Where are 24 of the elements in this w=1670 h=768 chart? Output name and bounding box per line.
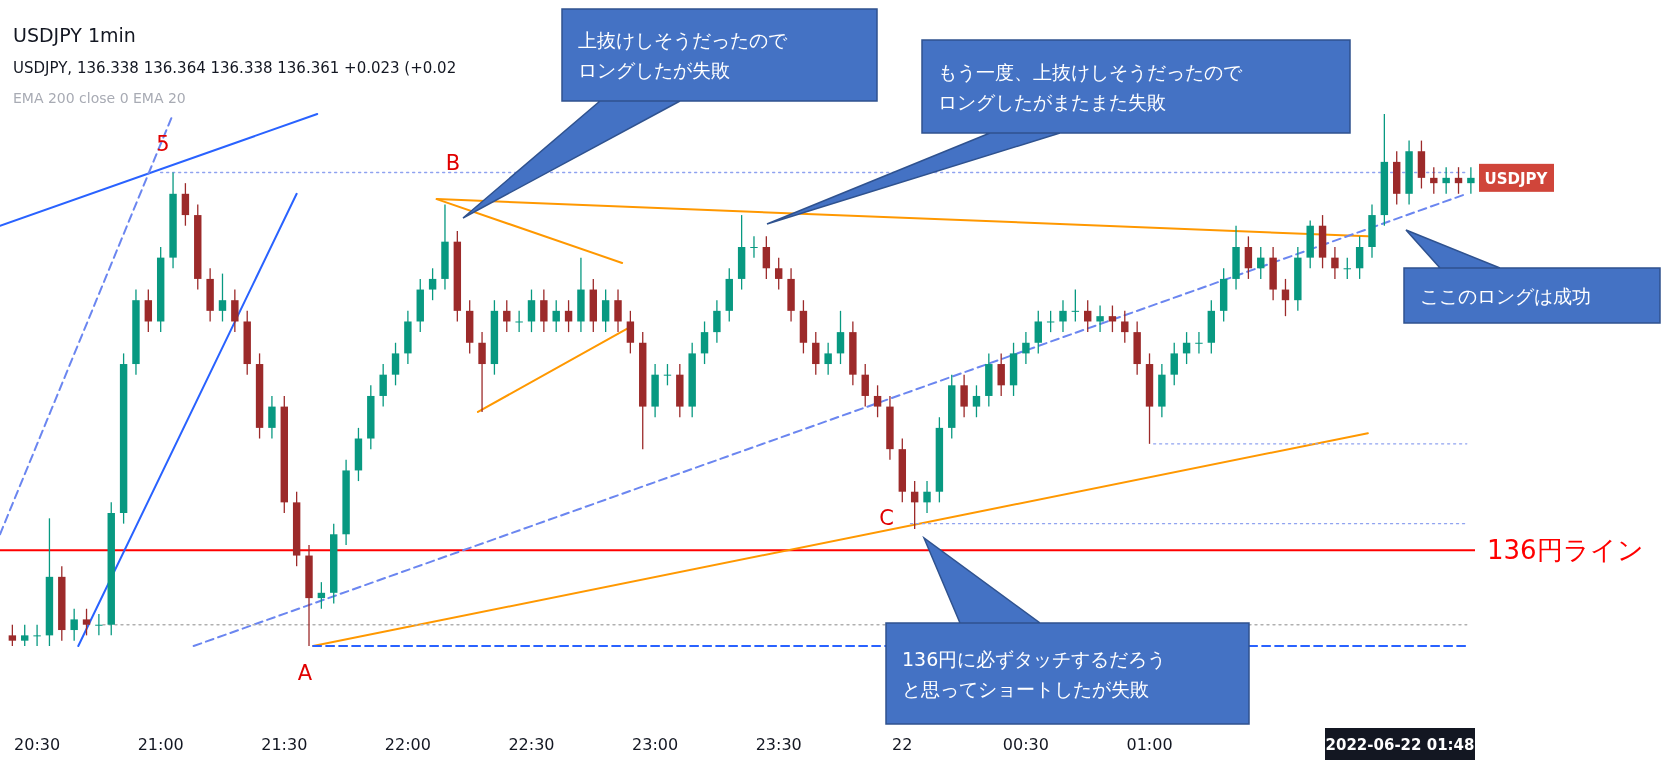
x-tick-label: 22:30 [508,735,555,754]
text: 上抜けしそうだったのでロングしたが失敗 [578,29,788,81]
x-tick-label: 22:00 [384,735,431,754]
annotation: A [297,661,313,685]
x-tick-label: 20:30 [14,735,61,754]
x-tick-label: 21:30 [261,735,308,754]
annotation: B [445,151,461,176]
x-tick-label: 23:30 [755,735,802,754]
text: もう一度、上抜けしそうだったのでロングしたがまたまた失敗 [938,60,1243,113]
x-tick-label: 21:00 [137,735,184,754]
text: USDJPY [1484,169,1549,188]
chart-title: USDJPY 1min [13,24,136,46]
annotation: ここのロングは成功 [1420,284,1591,307]
annotation: C [879,505,894,530]
x-tick-label: 00:30 [1002,735,1049,754]
text: 136円に必ずタッチするだろうと思ってショートしたが失敗 [902,647,1167,700]
ref-line-label: 136円ライン [1487,535,1644,566]
x-tick-label: 01:00 [1126,735,1173,754]
text: EMA 200 close 0 EMA 20 [13,90,186,106]
annotation: 5 [156,131,170,156]
x-tick-label: 22 [892,735,913,754]
x-tick-label: 23:00 [632,735,679,754]
chart-subtitle: USDJPY, 136.338 136.364 136.338 136.361 +0.023 (+0.02 [13,59,457,77]
text: 2022-06-22 01:48 [1325,736,1475,754]
